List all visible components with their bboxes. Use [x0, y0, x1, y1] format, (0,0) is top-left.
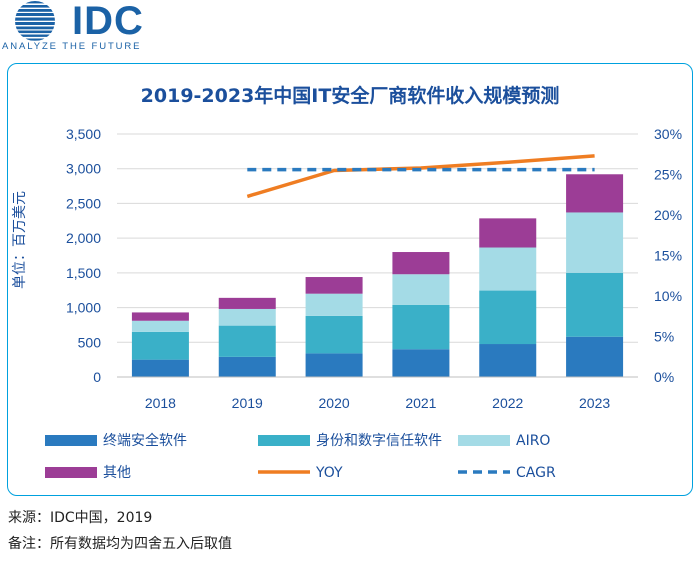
- bar-segment: [392, 349, 450, 377]
- axes: 0 500 1,000 1,500 2,000 2,500 3,000 3,500 0% 5% 10…: [66, 126, 682, 411]
- y2-tick-label: 15%: [654, 248, 682, 264]
- legend-label: 终端安全软件: [103, 432, 187, 449]
- legend-swatch: [45, 435, 97, 446]
- bar-segment: [392, 304, 450, 350]
- bars: [131, 174, 624, 377]
- bar-segment: [479, 344, 537, 377]
- y-tick-label: 2,500: [66, 195, 101, 211]
- stacked-bar-chart: 2019-2023年中国IT安全厂商软件收入规模预测 单位：百万美元 0 500 1…: [12, 84, 682, 481]
- bar-segment: [479, 290, 537, 345]
- legend-swatch: [458, 435, 510, 446]
- bar-segment: [305, 293, 363, 316]
- logo-brand-text: IDC: [72, 0, 144, 43]
- bar-segment: [566, 272, 624, 337]
- x-tick-label: 2018: [145, 395, 176, 411]
- idc-logo: IDC ANALYZE THE FUTURE: [0, 0, 200, 56]
- bar-segment: [218, 356, 276, 377]
- legend-label: YOY: [315, 465, 343, 481]
- y-tick-label: 1,000: [66, 300, 101, 316]
- y-tick-label: 1,500: [66, 265, 101, 281]
- x-tick-label: 2023: [579, 395, 610, 411]
- y2-tick-label: 30%: [654, 126, 682, 142]
- bar-segment: [131, 312, 189, 321]
- bar-segment: [218, 297, 276, 309]
- y-tick-label: 3,000: [66, 161, 101, 177]
- bar-segment: [218, 308, 276, 326]
- bar-segment: [392, 274, 450, 305]
- x-tick-label: 2022: [492, 395, 523, 411]
- chart-title: 2019-2023年中国IT安全厂商软件收入规模预测: [141, 84, 560, 107]
- bar-segment: [305, 315, 363, 354]
- bar-segment: [566, 212, 624, 273]
- grid-lines: [117, 133, 638, 343]
- legend-label: 身份和数字信任软件: [316, 433, 442, 449]
- globe-icon: [15, 1, 55, 41]
- y2-tick-label: 25%: [654, 167, 682, 183]
- legend-label: 其他: [103, 465, 131, 481]
- remark-note: 备注：所有数据均为四舍五入后取值: [8, 536, 232, 552]
- y-tick-label: 3,500: [66, 126, 101, 142]
- y2-tick-label: 5%: [654, 329, 674, 345]
- x-tick-label: 2020: [319, 395, 350, 411]
- y-axis-label: 单位：百万美元: [12, 191, 28, 289]
- chart-frame: [7, 63, 693, 496]
- bar-segment: [479, 218, 537, 248]
- y2-tick-label: 0%: [654, 369, 674, 385]
- bar-segment: [566, 174, 624, 213]
- bar-segment: [218, 325, 276, 357]
- bar-segment: [131, 320, 189, 332]
- legend-label: AIRO: [516, 433, 550, 449]
- x-tick-label: 2021: [405, 395, 436, 411]
- bar-segment: [131, 359, 189, 377]
- bar-segment: [566, 336, 624, 377]
- bar-segment: [479, 247, 537, 291]
- legend-label: CAGR: [516, 465, 556, 481]
- y2-tick-label: 10%: [654, 288, 682, 304]
- bar-segment: [131, 331, 189, 360]
- y2-tick-label: 20%: [654, 207, 682, 223]
- lines: [246, 154, 595, 199]
- legend-swatch: [45, 467, 97, 478]
- source-note: 来源：IDC中国，2019: [8, 510, 153, 526]
- logo-tagline: ANALYZE THE FUTURE: [2, 41, 142, 52]
- y-tick-label: 2,000: [66, 230, 101, 246]
- y-tick-label: 0: [93, 369, 101, 385]
- bar-segment: [392, 252, 450, 275]
- bar-segment: [305, 277, 363, 294]
- x-tick-label: 2019: [232, 395, 263, 411]
- y-tick-label: 500: [78, 334, 102, 350]
- legend-swatch: [258, 435, 310, 446]
- bar-segment: [305, 353, 363, 377]
- yoy-line: [246, 154, 595, 199]
- legend: 终端安全软件 身份和数字信任软件 AIRO 其他 YOY CAGR: [45, 432, 556, 481]
